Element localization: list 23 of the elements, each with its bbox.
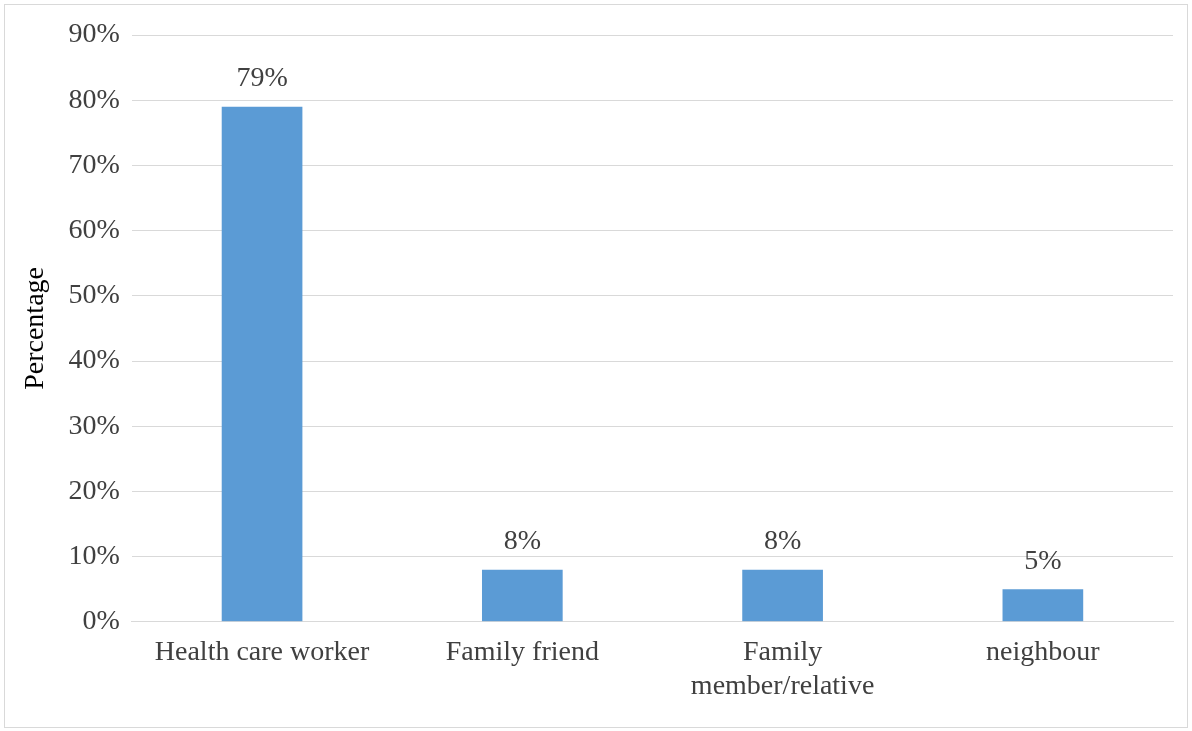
bar — [481, 569, 563, 622]
y-tick-label: 70% — [68, 147, 120, 179]
y-tick-label: 80% — [68, 82, 120, 114]
y-tick-label: 20% — [68, 473, 120, 505]
bar — [221, 106, 303, 622]
y-tick-label: 10% — [68, 538, 120, 570]
bar — [1002, 589, 1084, 622]
y-tick-label: 60% — [68, 212, 120, 244]
bar — [742, 569, 823, 622]
x-tick-label: neighbour — [986, 634, 1101, 666]
data-label: 8% — [503, 524, 541, 555]
data-label: 79% — [236, 61, 288, 93]
y-tick-label: 30% — [68, 408, 120, 440]
x-tick-label: Family member/relative — [690, 634, 875, 700]
data-label: 5% — [1024, 543, 1062, 575]
data-label: 8% — [763, 524, 802, 555]
y-tick-label: 50% — [68, 278, 120, 310]
y-tick-label: 40% — [68, 343, 120, 375]
y-tick-label: 90% — [68, 17, 120, 49]
y-axis-title: Percentage — [18, 266, 50, 390]
x-tick-label: Health care worker — [154, 634, 370, 666]
y-tick-label: 0% — [82, 604, 120, 636]
x-tick-label: Family friend — [445, 634, 599, 666]
